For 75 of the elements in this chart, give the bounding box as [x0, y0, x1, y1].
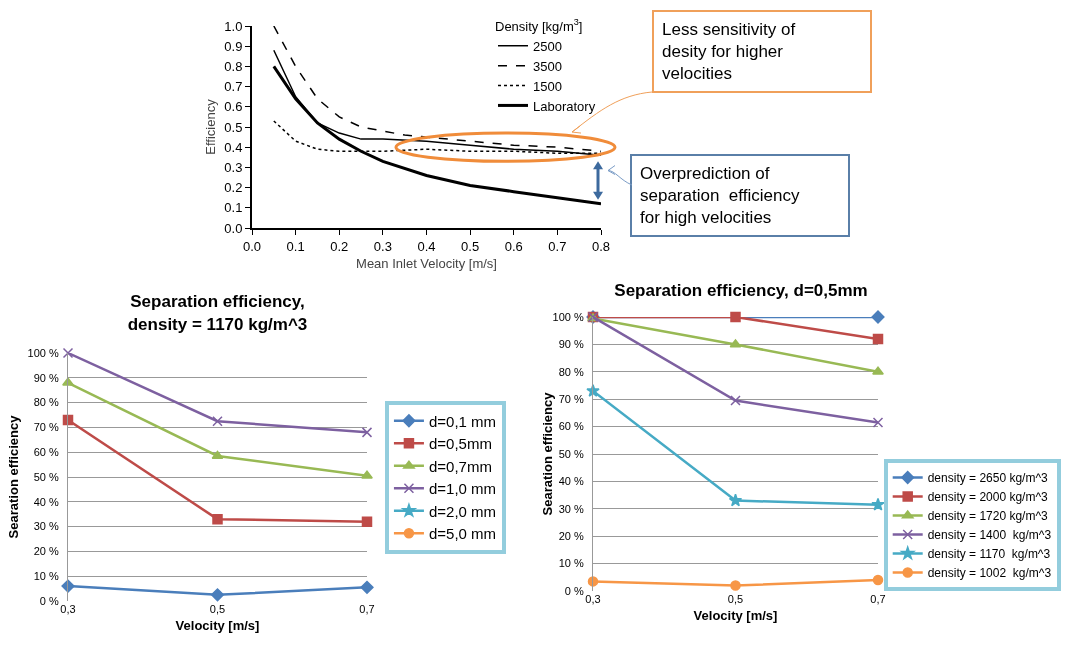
x-tick-label: 0,7 [359, 603, 375, 615]
y-tick-label: 0.0 [224, 220, 243, 236]
legend-label: 1500 [533, 78, 562, 94]
x-tick-label: 0.5 [461, 238, 480, 254]
y-tick-label: 0.2 [224, 180, 243, 196]
x-tick-label: 0.3 [373, 238, 392, 254]
legend-label: d=1,0 mm [428, 480, 497, 498]
legend-label: density = 1720 kg/m^3 [927, 509, 1049, 524]
legend-label: density = 1400 kg/m^3 [927, 528, 1052, 543]
y-tick-label: 10 % [558, 557, 585, 570]
y-tick-label: 50 % [33, 470, 60, 483]
x-tick-label: 0,5 [727, 593, 744, 605]
y-tick-label: 40 % [33, 495, 60, 508]
y-tick-label: 40 % [558, 475, 585, 488]
x-tick-label: 0.2 [330, 238, 349, 254]
legend-label: density = 2650 kg/m^3 [927, 471, 1049, 486]
legend-label: d=5,0 mm [428, 525, 497, 543]
x-tick-label: 0.4 [417, 238, 436, 254]
x-tick-label: 0.6 [504, 238, 523, 254]
legend-label: d=0,7mm [428, 457, 492, 475]
y-tick-label: 1.0 [224, 18, 243, 34]
y-tick-label: 90 % [558, 338, 585, 351]
y-tick-label: 30 % [558, 502, 585, 515]
x-tick-label: 0.8 [591, 238, 611, 254]
y-tick-label: 0.5 [224, 119, 243, 135]
text: Overprediction of separation efficiency for high velocities [640, 164, 800, 228]
y-tick-label: 0.7 [224, 79, 243, 95]
legend-label: density = 1002 kg/m^3 [927, 566, 1052, 581]
legend-label: 2500 [533, 38, 562, 54]
y-tick-label: 60 % [33, 446, 60, 459]
x-tick-label: 0,3 [585, 593, 601, 605]
y-tick-label: 0 % [39, 594, 60, 607]
chart-title: Separation efficiency, d=0,5mm [614, 280, 868, 300]
y-tick-label: 90 % [33, 371, 60, 384]
legend-title: Density [kg/m$^{3}$] [495, 17, 583, 34]
y-tick-label: 0.4 [224, 139, 243, 155]
legend-label: d=2,0 mm [428, 502, 497, 520]
x-tick-label: 0,3 [60, 603, 76, 615]
y-tick-label: 0.3 [224, 159, 243, 175]
y-tick-label: 20 % [33, 545, 60, 558]
chart-title: Separation efficiency, density = 1170 kg/m^3 [127, 292, 308, 334]
x-tick-label: 0,7 [870, 593, 886, 605]
x-axis-title: Velocity [m/s] [693, 607, 778, 623]
y-tick-label: 10 % [33, 570, 60, 583]
legend-label: Laboratory [533, 98, 596, 114]
y-tick-label: 80 % [558, 365, 585, 378]
y-tick-label: 0.9 [224, 38, 243, 54]
y-tick-label: 0 % [564, 584, 585, 597]
y-axis-title: Searation efficiency [540, 391, 555, 516]
y-tick-label: 100 % [552, 310, 585, 323]
y-tick-label: 20 % [558, 530, 585, 543]
y-tick-label: 70 % [33, 421, 60, 434]
x-tick-label: 0.7 [548, 238, 567, 254]
x-tick-label: 0,5 [209, 603, 226, 615]
y-axis-title: Efficiency [202, 98, 218, 155]
y-axis-title: Searation efficiency [5, 414, 21, 539]
legend-label: d=0,1 mm [428, 412, 497, 430]
y-tick-label: 0.1 [224, 200, 243, 216]
y-tick-label: 30 % [33, 520, 60, 533]
y-tick-label: 80 % [33, 396, 60, 409]
x-tick-label: 0.1 [286, 238, 305, 254]
x-axis-title: Velocity [m/s] [175, 617, 260, 633]
legend-label: density = 2000 kg/m^3 [927, 490, 1049, 505]
y-tick-label: 50 % [558, 447, 585, 460]
y-tick-label: 60 % [558, 420, 585, 433]
legend-label: 3500 [533, 58, 562, 74]
legend-label: density = 1170 kg/m^3 [927, 547, 1051, 562]
y-tick-label: 0.8 [224, 58, 243, 74]
x-axis-title: Mean Inlet Velocity [m/s] [356, 255, 497, 271]
y-tick-label: 0.6 [224, 99, 243, 115]
legend-label: d=0,5mm [428, 435, 492, 453]
text: Less sensitivity of desity for higher velocities [662, 20, 796, 84]
y-tick-label: 100 % [27, 346, 60, 359]
y-tick-label: 70 % [558, 393, 585, 406]
x-tick-label: 0.0 [242, 238, 262, 254]
